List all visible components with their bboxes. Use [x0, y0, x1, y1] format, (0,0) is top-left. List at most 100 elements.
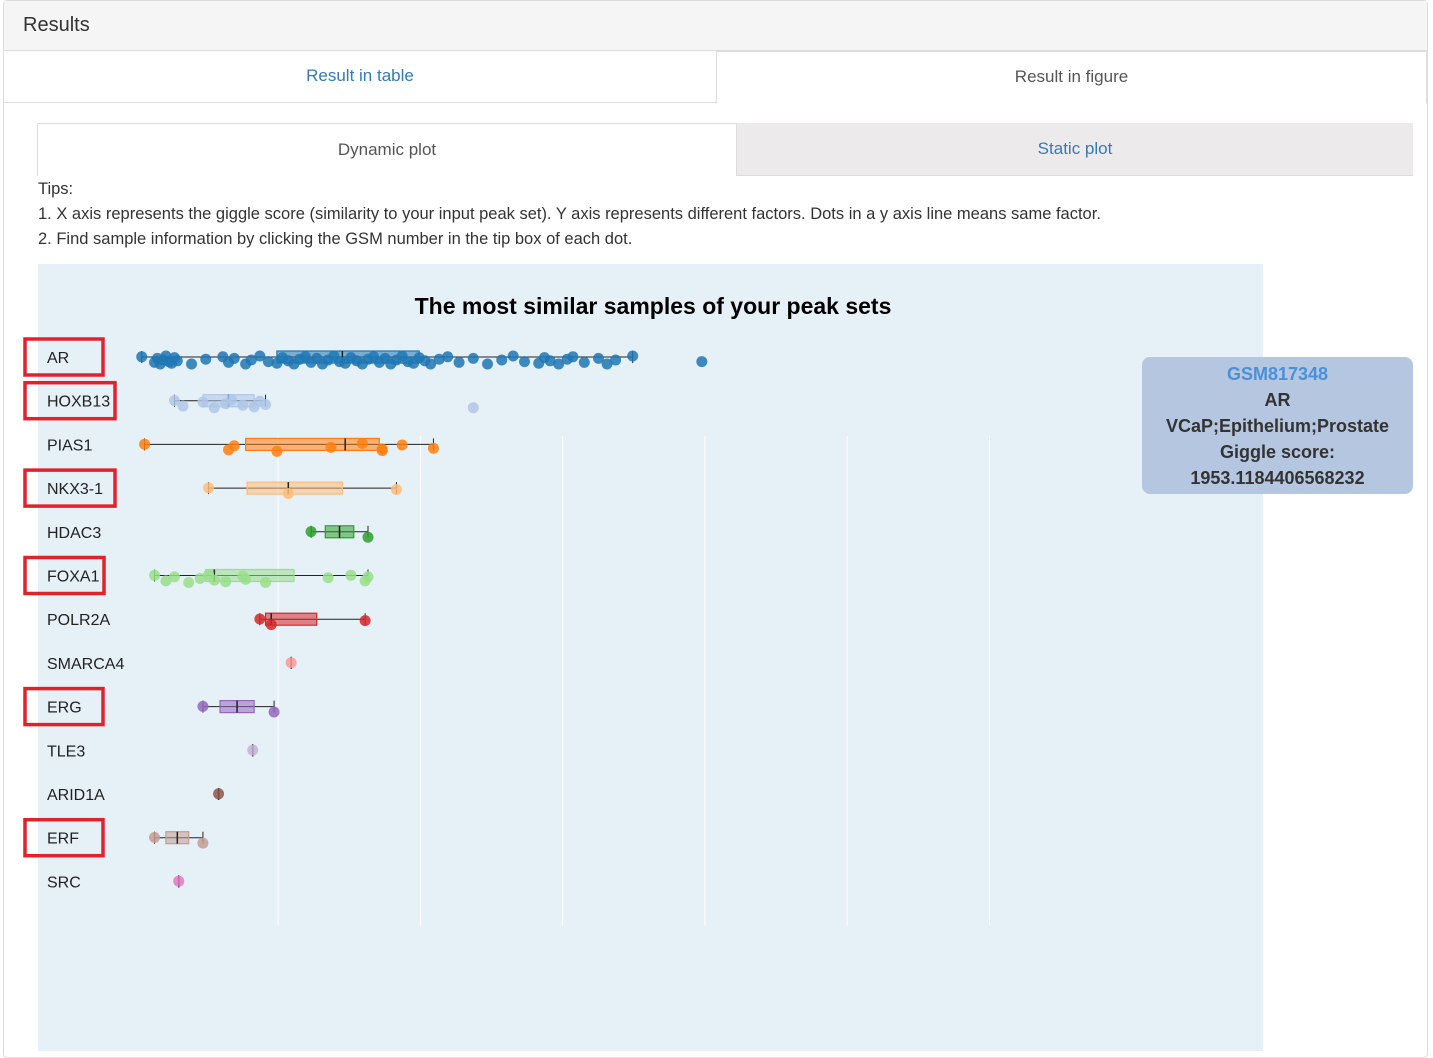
tab-result-in-table[interactable]: Result in table [306, 66, 414, 85]
sub-tab-bar: Dynamic plot Static plot [37, 123, 1413, 176]
series-polr2a[interactable]: POLR2A [47, 612, 371, 631]
series-tle3[interactable]: TLE3 [47, 743, 259, 760]
data-point [627, 350, 639, 362]
tooltip-factor: AR [1264, 390, 1291, 410]
iqr-box [264, 612, 318, 626]
data-point [322, 572, 334, 584]
data-point [168, 571, 180, 583]
data-point [168, 395, 180, 406]
series-hdac3[interactable]: HDAC3 [47, 525, 374, 543]
data-point [427, 442, 439, 454]
data-point [507, 350, 519, 362]
highlight-box [23, 337, 105, 377]
series-nkx3-1[interactable]: NKX3-1 [23, 468, 402, 508]
series-pias1[interactable]: PIAS1 [47, 437, 439, 457]
chart-title: The most similar samples of your peak se… [415, 293, 892, 319]
y-tick-label: HDAC3 [47, 525, 101, 542]
data-point [601, 358, 613, 370]
y-tick-label: POLR2A [47, 612, 110, 629]
data-point [362, 571, 374, 583]
series-foxa1[interactable]: FOXA1 [23, 555, 374, 596]
data-point [200, 353, 212, 365]
y-tick-label: FOXA1 [47, 569, 100, 586]
y-tick-label: SRC [47, 874, 81, 891]
highlight-box [23, 686, 105, 727]
tips-line-1: 1. X axis represents the giggle score (s… [38, 205, 1101, 223]
tab-dynamic-plot[interactable]: Dynamic plot [37, 123, 737, 176]
y-tick-label: HOXB13 [47, 394, 110, 411]
series-erf[interactable]: ERF [23, 817, 209, 858]
tips-line-2: 2. Find sample information by clicking t… [38, 230, 633, 248]
data-point [325, 441, 337, 453]
data-point [197, 700, 209, 712]
data-point [228, 352, 240, 364]
data-point [345, 569, 357, 581]
data-point [519, 356, 531, 368]
data-point [544, 355, 556, 367]
data-point [225, 394, 237, 406]
data-point [260, 399, 272, 410]
data-point [240, 573, 252, 585]
data-point [173, 875, 185, 887]
data-point [245, 354, 257, 366]
data-point [578, 356, 590, 368]
data-point [203, 482, 215, 494]
data-point [425, 358, 437, 370]
series-erg[interactable]: ERG [23, 686, 280, 727]
data-point [136, 351, 148, 363]
data-point [285, 657, 297, 669]
tooltip-score-label: Giggle score: [1219, 442, 1336, 462]
series-hoxb13[interactable]: HOXB13 [23, 380, 479, 421]
data-point [265, 619, 277, 631]
tooltip-score-value: 1953.1184406568232 [1190, 468, 1365, 488]
y-tick-label: TLE3 [47, 743, 85, 760]
data-point [482, 358, 494, 370]
y-tick-label: NKX3-1 [47, 481, 103, 498]
tab-static-plot[interactable]: Static plot [737, 123, 1413, 176]
data-point [696, 356, 708, 368]
series-ar[interactable]: AR [23, 337, 708, 377]
y-tick-label: PIAS1 [47, 437, 92, 454]
series-src[interactable]: SRC [47, 874, 185, 891]
data-point [183, 577, 195, 588]
data-point [197, 396, 209, 408]
data-point [149, 569, 161, 581]
highlight-box [23, 817, 105, 858]
series-arid1a[interactable]: ARID1A [47, 787, 225, 804]
iqr-box [246, 481, 343, 495]
data-point [228, 440, 240, 452]
tips-block: Tips: 1. X axis represents the giggle sc… [38, 177, 1101, 252]
data-point [553, 358, 565, 370]
data-point [593, 352, 605, 364]
tips-heading: Tips: [38, 180, 74, 198]
data-point [268, 706, 280, 718]
data-point [260, 577, 272, 588]
data-point [305, 526, 317, 538]
y-tick-label: AR [47, 350, 69, 367]
data-point [453, 356, 465, 368]
data-point [160, 575, 172, 587]
data-point [254, 350, 266, 362]
tooltip-gsm-link[interactable]: GSM817348 [1226, 364, 1329, 384]
data-point [254, 613, 266, 625]
data-point [186, 358, 198, 370]
data-point [442, 351, 454, 363]
data-point [433, 353, 445, 365]
data-point [467, 352, 479, 364]
data-point [496, 354, 508, 366]
data-point [194, 573, 206, 584]
tooltip-sample: VCaP;Epithelium;Prostate [1165, 416, 1390, 436]
data-point [610, 354, 622, 366]
data-point [356, 437, 368, 449]
series-layer: AR HOXB13 PIAS1 NKX3-1 HDAC3 FOXA1 POLR2A SMARC… [23, 337, 708, 891]
data-point [282, 488, 294, 499]
data-point [149, 832, 161, 843]
series-smarca4[interactable]: SMARCA4 [47, 656, 297, 673]
data-point [396, 439, 408, 451]
data-point [247, 744, 259, 756]
tab-result-in-figure[interactable]: Result in figure [716, 51, 1427, 104]
data-point [208, 402, 220, 414]
data-point [213, 788, 225, 800]
y-tick-label: ERG [47, 700, 82, 717]
